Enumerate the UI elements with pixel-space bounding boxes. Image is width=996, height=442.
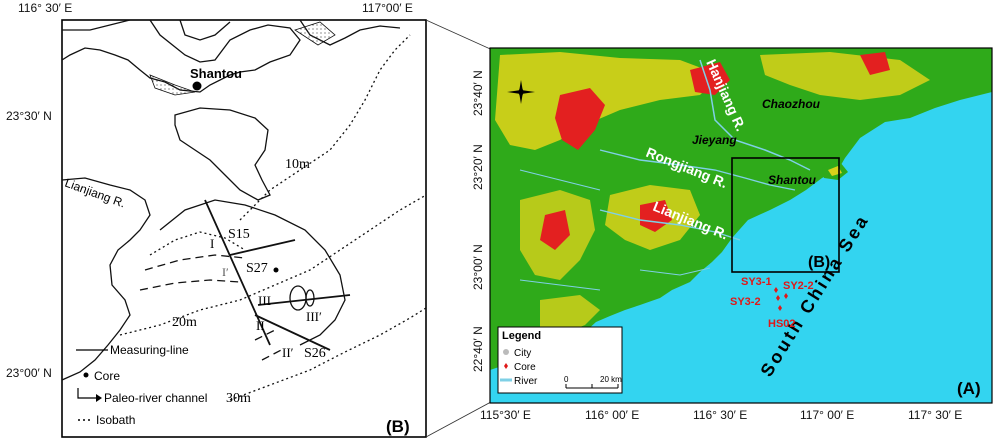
a-inset-label: (B) — [808, 254, 830, 271]
measuring-line-4 — [229, 239, 296, 256]
b-core-s27: S27 — [246, 261, 268, 276]
b-isobath-10m: 10m — [285, 157, 310, 172]
a-legend-title: Legend — [502, 330, 541, 342]
a-city-shantou: Shantou — [768, 173, 817, 187]
compass-icon — [507, 80, 535, 104]
a-lon-label-5: 117° 30′ E — [908, 408, 962, 422]
panel-a-frame — [489, 47, 993, 404]
b-lat-label-2: 23°00′ N — [6, 366, 52, 380]
b-lon-label-2: 117°00′ E — [362, 1, 413, 15]
a-lat-label-3: 23°00′ N — [471, 244, 485, 290]
a-scale-end: 20 km — [600, 375, 622, 384]
b-legend-paleo-channel: Paleo-river channel — [104, 391, 207, 405]
lianjiang-river-bank — [62, 177, 151, 381]
a-lon-label-4: 117° 00′ E — [800, 408, 854, 422]
a-lat-label-1: 23°40′ N — [471, 70, 485, 116]
a-lon-label-3: 116° 30′ E — [693, 408, 747, 422]
a-lon-label-1: 115°30′ E — [480, 408, 531, 422]
b-core-s15: S15 — [228, 227, 250, 242]
a-core-sy3-2: SY3-2 — [730, 296, 761, 308]
b-legend-measuring-line: Measuring-line — [110, 343, 189, 357]
island — [174, 107, 271, 201]
b-isobath-30m: 30m — [226, 391, 251, 406]
channel-ellipse-small — [305, 289, 315, 307]
core-s27-marker — [273, 267, 279, 273]
a-core-sy2-2: SY2-2 — [783, 280, 814, 292]
b-lat-label-1: 23°30′ N — [6, 109, 52, 123]
a-scale-start: 0 — [564, 375, 569, 384]
river-rongjiang — [599, 149, 796, 191]
paleo-channel-dashed-2 — [139, 279, 241, 291]
land-area — [490, 48, 992, 370]
a-legend: Legend City Core River 0 20 km — [497, 326, 623, 394]
a-legend-city: City — [514, 348, 531, 359]
b-lon-label-1: 116° 30′ E — [18, 1, 72, 15]
paleo-channel-outline — [159, 199, 346, 346]
a-legend-river: River — [514, 376, 538, 387]
measuring-line-2 — [254, 314, 331, 351]
river-hanjiang — [699, 59, 811, 171]
a-city-jieyang: Jieyang — [692, 133, 737, 147]
paleo-channel-dashed-4 — [261, 347, 286, 361]
b-shantou-label: Shantou — [190, 66, 242, 81]
a-core-sy3-1: SY3-1 — [741, 276, 772, 288]
b-line-1: I — [210, 236, 214, 251]
b-line-2-prime: II′ — [282, 345, 294, 360]
a-panel-label: (A) — [957, 379, 981, 398]
measuring-line-1 — [204, 199, 271, 346]
isobath-inner — [149, 231, 246, 256]
isobath-20m — [119, 194, 426, 336]
a-core-hs02: HS02 — [768, 318, 796, 330]
shoal-area-2 — [294, 21, 336, 46]
b-line-3: III — [258, 293, 271, 308]
b-panel-label: (B) — [386, 417, 410, 436]
a-city-chaozhou: Chaozhou — [762, 97, 821, 111]
shoal-area — [149, 74, 196, 96]
b-legend-isobath: Isobath — [96, 413, 135, 427]
a-lon-label-2: 116° 00′ E — [585, 408, 639, 422]
a-legend-core: Core — [514, 362, 536, 373]
paleo-channel-dashed-1 — [144, 254, 246, 271]
panel-b-map — [61, 19, 427, 438]
b-line-2: II — [256, 318, 265, 333]
b-line-3-prime: III′ — [306, 309, 322, 324]
a-lat-label-4: 22°40′ N — [471, 326, 485, 372]
measuring-line-3 — [257, 294, 351, 306]
b-legend-core: Core — [94, 369, 120, 383]
panel-b-legend: Measuring-line Core Paleo-river channel … — [76, 343, 207, 427]
b-isobath-20m: 20m — [172, 315, 197, 330]
b-line-1-prime: I′ — [222, 265, 229, 279]
shantou-city-marker — [192, 81, 202, 91]
paleo-channel-dashed-3 — [254, 329, 276, 341]
coastline — [62, 20, 301, 93]
a-lat-label-2: 23°20′ N — [471, 144, 485, 190]
river-lianjiang — [599, 209, 741, 241]
a-core-markers — [774, 287, 788, 311]
inset-box-b — [731, 157, 840, 273]
b-core-s26: S26 — [304, 346, 326, 361]
isobath-10m — [239, 34, 411, 221]
